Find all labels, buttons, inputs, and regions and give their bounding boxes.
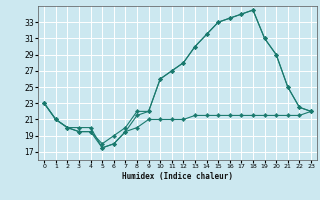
X-axis label: Humidex (Indice chaleur): Humidex (Indice chaleur) [122, 172, 233, 181]
